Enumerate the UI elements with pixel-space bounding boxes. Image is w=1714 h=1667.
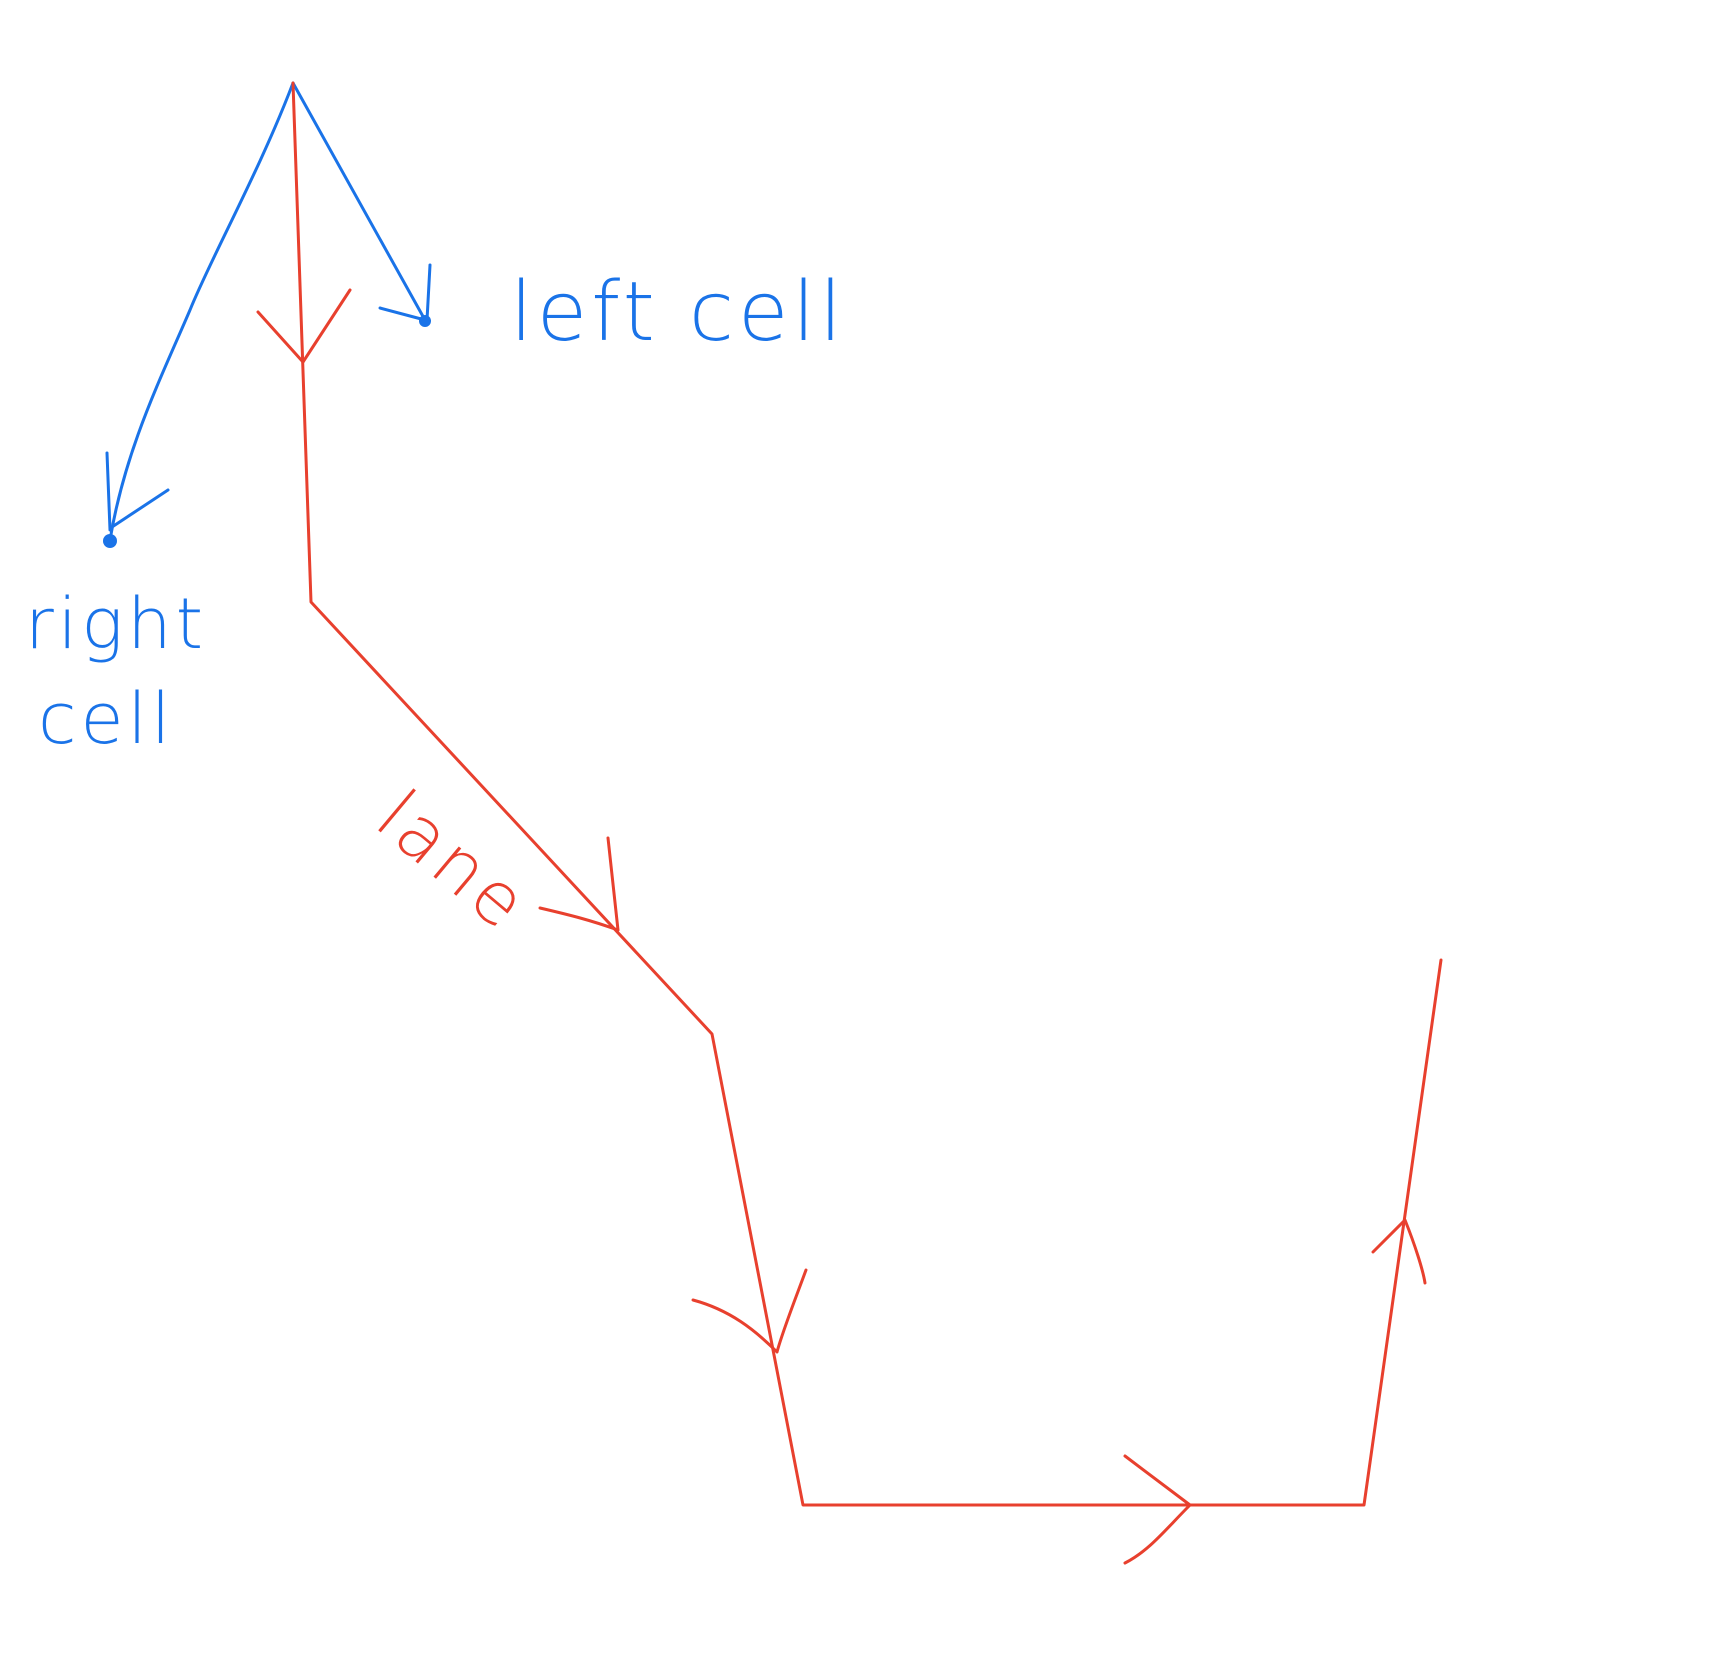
lane-polyline	[291, 81, 1443, 1507]
lane-arrow-steep	[691, 1268, 808, 1354]
lane-arrow-right	[1123, 1454, 1192, 1565]
right-cell-pointer-line	[108, 81, 295, 542]
right-cell-label-line2: cell	[38, 678, 174, 760]
left-cell-dot	[419, 315, 431, 327]
lane-arrow-up	[1371, 1218, 1427, 1285]
lane-arrow-diagonal	[538, 836, 620, 932]
lane-label: lane	[361, 774, 545, 948]
lane-path	[256, 81, 1443, 1565]
right-cell-arrowhead	[105, 451, 170, 532]
left-cell-label: left cell	[510, 265, 846, 360]
right-cell-pointer	[103, 81, 295, 548]
left-cell-pointer	[291, 81, 432, 327]
left-cell-pointer-line	[291, 81, 427, 322]
right-cell-dot	[103, 534, 117, 548]
right-cell-label-line1: right	[25, 583, 207, 665]
left-cell-arrowhead	[378, 263, 432, 322]
lane-arrow-down	[256, 288, 352, 364]
